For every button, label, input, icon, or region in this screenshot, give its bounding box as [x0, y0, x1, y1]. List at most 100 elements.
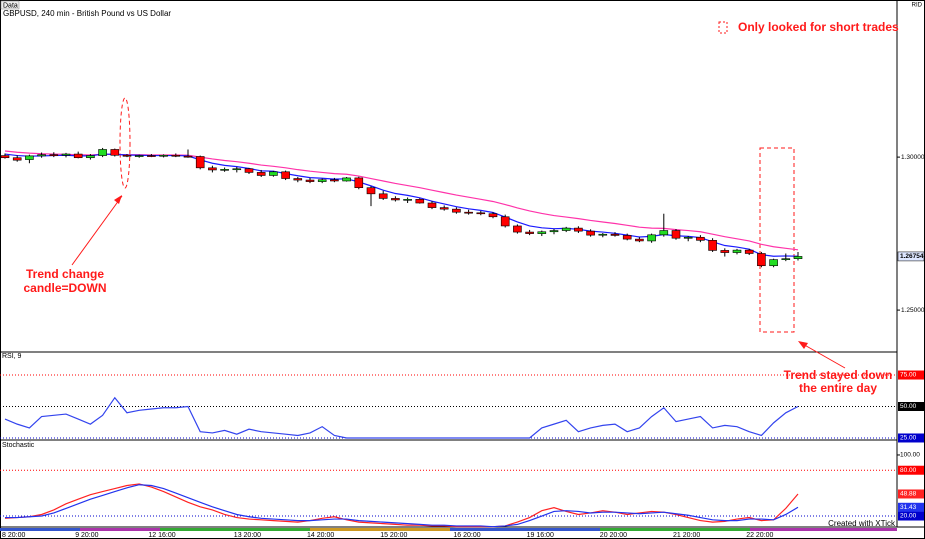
last-value-label-box: [898, 489, 924, 499]
candle-body: [781, 258, 791, 260]
y-tick-label: 20.00: [900, 513, 917, 520]
last-price-label: 1.26754: [900, 253, 924, 260]
candle-body: [12, 157, 22, 161]
candle-body: [366, 187, 376, 195]
candle-body: [134, 155, 144, 157]
candle-body: [415, 199, 425, 204]
y-tick-label-box: [898, 402, 924, 412]
x-tick-label: 14 20:00: [307, 532, 334, 539]
y-tick-label: 50.00: [900, 403, 917, 410]
candle-body: [354, 177, 364, 189]
candle-body: [452, 208, 461, 213]
y-tick-label: 1.25000: [901, 307, 925, 314]
candle-body: [98, 149, 107, 156]
panel-title: Stochastic: [2, 442, 35, 449]
badge-box: [0, 0, 20, 10]
candle-body: [49, 154, 59, 156]
candle-body: [37, 154, 46, 157]
candle-body: [330, 179, 339, 182]
candle-body: [598, 233, 608, 236]
candle-body: [305, 179, 315, 182]
y-tick-label: 80.00: [900, 467, 917, 474]
x-tick-label: 16 20:00: [453, 532, 480, 539]
candle-body: [439, 207, 449, 210]
candle-body: [683, 236, 693, 239]
corner-label: RID: [912, 3, 923, 9]
candle-body: [464, 211, 473, 214]
candle-body: [403, 199, 412, 201]
chart-title: GBPUSD, 240 min - British Pound vs US Do…: [3, 9, 171, 18]
candle-body: [708, 240, 717, 251]
y-tick-label: 75.00: [900, 372, 917, 379]
legend-box-icon: [718, 21, 728, 34]
y-tick-label-box: [898, 511, 924, 521]
candle-body: [537, 231, 547, 234]
candle-body: [269, 171, 278, 176]
candle-body: [513, 225, 522, 233]
candle-body: [25, 155, 34, 160]
candle-body: [232, 168, 242, 171]
panel-title: RSI, 9: [2, 353, 22, 360]
candle-body: [500, 216, 510, 227]
candle-body: [586, 230, 595, 236]
candle-body: [427, 202, 437, 208]
candle-body: [159, 154, 168, 157]
candle-body: [696, 236, 705, 241]
candle-body: [256, 172, 266, 176]
highlight-ellipse: [119, 97, 131, 189]
x-tick-label: 21 20:00: [673, 532, 700, 539]
arrow: [800, 342, 846, 369]
highlight-box: [759, 147, 795, 333]
candle-body: [183, 155, 193, 158]
candle-body: [757, 253, 766, 267]
x-tick-label: 19 16:00: [527, 532, 554, 539]
candle-body: [769, 259, 778, 267]
candle-body: [220, 169, 229, 171]
annotation: Only looked for short trades: [738, 20, 899, 34]
candle-body: [244, 168, 254, 173]
candle-body: [293, 178, 303, 181]
candle-body: [488, 213, 498, 218]
candle-body: [659, 230, 669, 236]
arrow-head: [798, 341, 808, 349]
time-strip: [0, 528, 897, 531]
candle-body: [110, 149, 120, 156]
candle-body: [0, 155, 10, 159]
candle-body: [476, 212, 486, 215]
candle-body: [732, 249, 742, 253]
x-tick-label: 13 20:00: [234, 532, 261, 539]
candle-body: [744, 249, 754, 254]
candle-body: [549, 230, 559, 233]
candle-body: [647, 234, 656, 242]
candle-body: [671, 230, 681, 239]
last-price-box: [897, 251, 925, 262]
candle-body: [195, 156, 205, 169]
candle-body: [281, 171, 290, 179]
candle-body: [525, 231, 534, 234]
candle-body: [574, 227, 583, 232]
series-line: [5, 484, 799, 528]
candle-body: [561, 227, 571, 231]
y-tick-label-box: [898, 433, 924, 443]
annotation: Trend change: [26, 267, 104, 281]
candle-body: [610, 233, 620, 236]
annotation: the entire day: [799, 381, 877, 395]
y-tick-label: 1.30000: [901, 154, 925, 161]
candle-body: [378, 193, 388, 199]
candle-body: [61, 153, 71, 156]
last-value-label: 48.88: [900, 491, 917, 498]
last-value-label-box: [898, 502, 924, 512]
arrow-head: [114, 195, 122, 204]
y-tick-label: 25.00: [900, 435, 917, 442]
y-tick-label-box: [898, 370, 924, 380]
candle-body: [342, 177, 351, 182]
candle-body: [391, 198, 400, 201]
candle-body: [317, 179, 327, 182]
x-tick-label: 20 20:00: [600, 532, 627, 539]
candle-body: [73, 153, 83, 159]
candle-body: [635, 238, 644, 242]
candle-body: [622, 235, 632, 240]
